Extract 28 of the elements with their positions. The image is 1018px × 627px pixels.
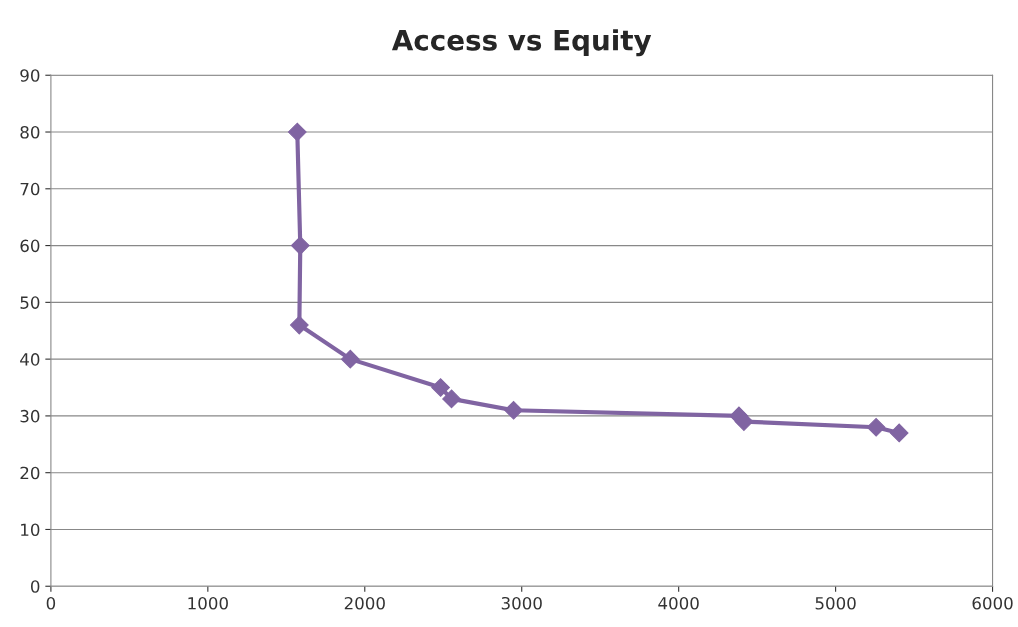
point [289, 315, 309, 335]
point [442, 389, 461, 409]
point [504, 400, 523, 420]
point [431, 378, 450, 397]
y-tick-label: 0 [30, 580, 40, 593]
point [340, 349, 360, 369]
y-tick-label: 40 [20, 353, 40, 366]
x-tick-label: 3000 [501, 596, 542, 610]
point [287, 122, 307, 142]
point [889, 423, 909, 443]
point [734, 412, 754, 431]
x-tick-label: 6000 [972, 596, 1013, 610]
x-tick-label: 1000 [188, 596, 228, 610]
chart-title: Access vs Equity [391, 29, 652, 57]
x-tick-label: 5000 [815, 596, 856, 610]
y-tick-label: 10 [21, 523, 40, 537]
x-tick-label: 4000 [658, 596, 699, 610]
y-tick-label: 90 [20, 69, 40, 82]
y-tick-label: 60 [20, 239, 40, 253]
y-tick-label: 70 [20, 182, 40, 196]
x-tick-label: 2000 [344, 596, 385, 610]
y-tick-label: 20 [20, 466, 40, 480]
y-tick-label: 80 [20, 125, 40, 139]
point [290, 236, 310, 255]
x-tick-label: 0 [46, 596, 56, 610]
y-tick-label: 50 [20, 296, 40, 309]
y-tick-label: 30 [20, 409, 40, 423]
point [866, 417, 886, 437]
